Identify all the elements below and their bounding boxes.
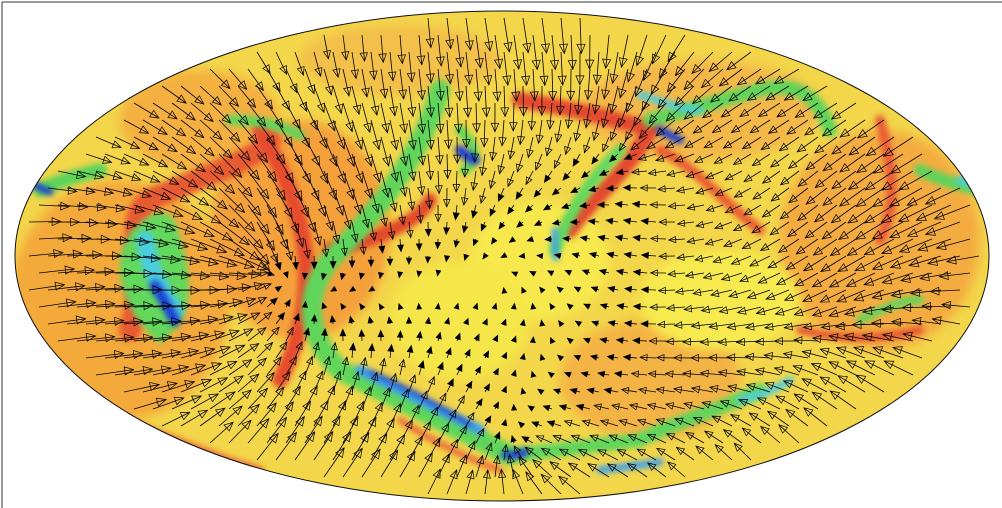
map-figure — [0, 0, 1002, 508]
field — [10, 11, 989, 501]
arrow-shaft — [523, 86, 524, 116]
arrow-shaft — [666, 341, 685, 342]
page: (() => { const NS = 'http://www.w3.org/2… — [0, 0, 1002, 508]
